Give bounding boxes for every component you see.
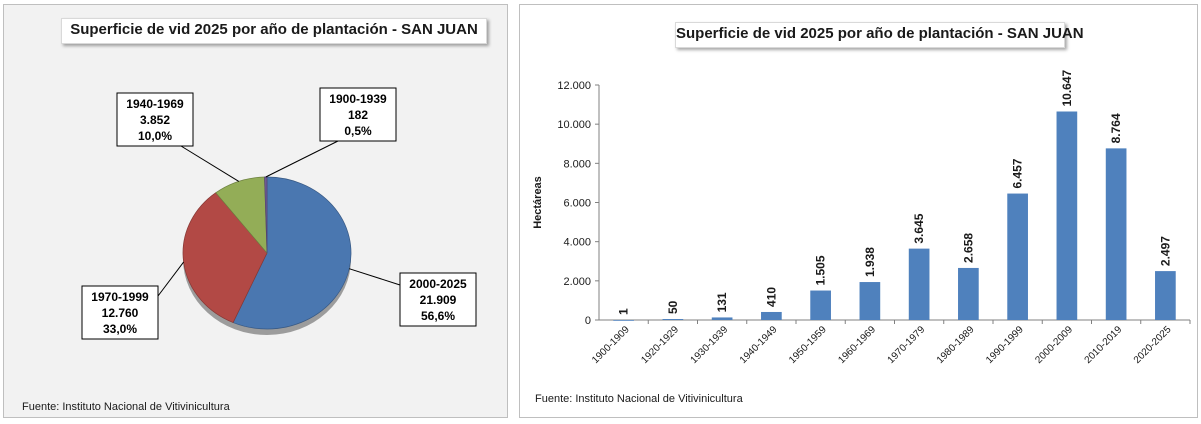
x-tick-label: 1950-1959: [787, 324, 829, 366]
bar-value-label: 50: [666, 300, 680, 314]
bar-chart: 0 2.000 4.000 6.000 8.000 10.000 12.000 Hectáre…: [532, 69, 1191, 366]
bar-value-label: 131: [715, 292, 729, 312]
x-tick-label: 1940-1949: [738, 324, 780, 366]
bar-1960-1969: [859, 282, 881, 320]
pie-leader-line-1900-1939: [265, 140, 339, 178]
pie-chart-title: Superficie de vid 2025 por año de planta…: [61, 18, 487, 44]
bar-1940-1949: [761, 311, 782, 320]
pie-slice-1970-1999: [182, 192, 268, 323]
x-tick-label: 1930-1939: [689, 324, 731, 366]
bar-chart-panel: Superficie de vid 2025 por año de planta…: [519, 4, 1198, 418]
x-tick-label: 1990-1999: [984, 324, 1026, 366]
y-tick-label: 4.000: [563, 237, 591, 249]
pie-label-period: 2000-2025: [409, 277, 467, 291]
pie-label-box: [399, 272, 477, 327]
x-tick-label: 1980-1989: [935, 324, 977, 366]
bar-2010-2019: [1105, 148, 1127, 320]
pie-label-period: 1900-1939: [329, 92, 387, 106]
bar-1970-1979: [908, 248, 930, 320]
pie-label-percent: 0,5%: [344, 124, 372, 138]
bar-1930-1939: [711, 317, 733, 320]
pie-label-period: 1940-1969: [126, 97, 184, 111]
bar-value-label: 1: [617, 308, 631, 315]
y-tick-label: 10.000: [557, 119, 591, 131]
x-tick-label: 1920-1929: [639, 324, 681, 366]
x-tick-label: 2020-2025: [1132, 324, 1174, 366]
pie-leader-line-1940-1969: [180, 145, 240, 182]
pie-label-box: [81, 285, 159, 340]
pie-label-percent: 10,0%: [138, 129, 172, 143]
y-tick-label: 6.000: [563, 198, 591, 210]
bar-value-label: 1.938: [863, 247, 877, 277]
pie-slice-1900-1939: [264, 176, 268, 254]
bar-1980-1989: [958, 267, 979, 320]
pie-label-1900-1939: 1900-1939 182 0,5%: [319, 87, 397, 142]
y-tick-label: 2.000: [563, 276, 591, 288]
pie-leader-line-2000-2025: [349, 268, 401, 286]
bar-1920-1929: [662, 319, 684, 320]
bar-1950-1959: [810, 290, 831, 320]
x-tick-label: 1970-1979: [886, 324, 928, 366]
bar-value-label: 2.497: [1158, 236, 1172, 266]
bar-value-label: 410: [764, 287, 778, 307]
pie-slice-2000-2025: [232, 176, 352, 330]
pie-label-value: 3.852: [140, 113, 170, 127]
pie-leader-line-1970-1999: [157, 261, 185, 297]
bar-chart-source: Fuente: Instituto Nacional de Vitivinicu…: [535, 393, 743, 405]
pie-label-box: [116, 92, 194, 147]
pie-label-period: 1970-1999: [91, 290, 149, 304]
bar-value-label: 10.647: [1060, 69, 1074, 106]
bar-value-label: 6.457: [1011, 158, 1025, 188]
pie-label-value: 21.909: [420, 293, 457, 307]
pie-label-value: 12.760: [102, 306, 139, 320]
bar-2000-2009: [1056, 111, 1078, 320]
bar-value-label: 8.764: [1109, 113, 1123, 143]
pie-chart-source: Fuente: Instituto Nacional de Vitivinicu…: [22, 401, 230, 413]
y-tick-label: 8.000: [563, 158, 591, 170]
x-tick-label: 1900-1909: [590, 324, 632, 366]
pie-chart-panel: Superficie de vid 2025 por año de planta…: [3, 4, 508, 418]
pie-label-1940-1969: 1940-1969 3.852 10,0%: [116, 92, 194, 147]
pie-label-value: 182: [348, 108, 368, 122]
pie-label-2000-2025: 2000-2025 21.909 56,6%: [399, 272, 477, 327]
pie-label-1970-1999: 1970-1999 12.760 33,0%: [81, 285, 159, 340]
pie-label-box: [319, 87, 397, 142]
y-tick-label: 0: [585, 315, 591, 327]
x-tick-label: 2010-2019: [1083, 324, 1125, 366]
bar-2020-2025: [1155, 271, 1176, 320]
x-tick-label: 1960-1969: [836, 324, 878, 366]
bar-value-label: 1.505: [814, 255, 828, 285]
y-tick-label: 12.000: [557, 80, 591, 92]
x-tick-label: 2000-2009: [1033, 324, 1075, 366]
bar-1900-1909: [613, 319, 634, 321]
bar-value-label: 2.658: [961, 233, 975, 263]
pie-chart: 2000-2025 21.909 56,6% 1970-1999 12.760 33,0%…: [81, 87, 477, 340]
bar-chart-title: Superficie de vid 2025 por año de planta…: [675, 22, 1084, 48]
bar-1990-1999: [1007, 193, 1028, 320]
bar-value-label: 3.645: [912, 213, 926, 243]
y-axis-title: Hectáreas: [532, 176, 544, 229]
pie-label-percent: 56,6%: [421, 309, 455, 323]
pie-label-percent: 33,0%: [103, 322, 137, 336]
